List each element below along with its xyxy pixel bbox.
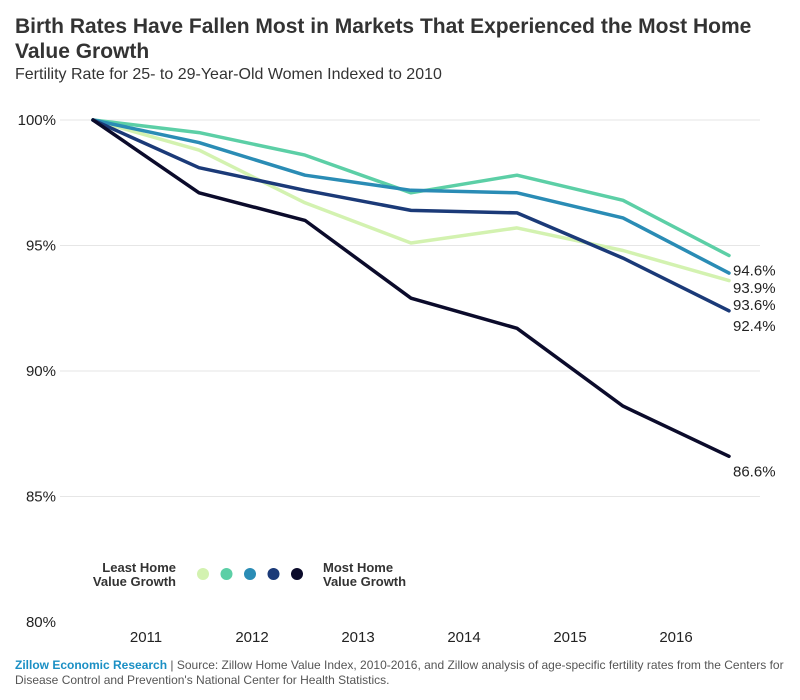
- series-line: [91, 118, 731, 283]
- legend: Least Home Value Growth Most Home Value …: [93, 560, 406, 589]
- end-value-label: 86.6%: [733, 463, 776, 480]
- line-chart: 100%95%90%85%80% 2011 2012 2013 2014 2015 201…: [18, 112, 776, 646]
- legend-left-label-line2: Value Growth: [93, 574, 176, 589]
- legend-dot: [267, 568, 280, 580]
- x-tick-label: 2011: [130, 629, 162, 646]
- y-tick-label: 85%: [26, 489, 56, 506]
- footer: Zillow Economic Research | Source: Zillo…: [15, 658, 790, 688]
- footer-source: Source: Zillow Home Value Index, 2010-20…: [15, 658, 784, 687]
- gridlines: [60, 119, 760, 497]
- x-tick-label: 2014: [447, 629, 480, 646]
- end-value-label: 92.4%: [733, 318, 776, 335]
- legend-dot: [291, 568, 303, 580]
- legend-right-label-line2: Value Growth: [323, 574, 406, 589]
- x-tick-label: 2015: [553, 629, 586, 646]
- x-tick-label: 2013: [341, 629, 374, 646]
- x-tick-label: 2012: [235, 629, 268, 646]
- x-tick-label: 2016: [659, 629, 692, 646]
- end-labels: 94.6%93.9%93.6% 92.4% 86.6%: [733, 263, 776, 481]
- legend-dot: [220, 568, 233, 580]
- series-line: [91, 118, 731, 459]
- series-lines: [91, 118, 731, 459]
- legend-left-label-line1: Least Home: [102, 560, 176, 575]
- series-line: [91, 118, 731, 275]
- series-line: [91, 118, 731, 258]
- y-tick-label: 80%: [26, 614, 56, 631]
- legend-dot: [197, 568, 209, 580]
- y-tick-label: 90%: [26, 363, 56, 380]
- chart-subtitle: Fertility Rate for 25- to 29-Year-Old Wo…: [15, 66, 442, 83]
- legend-dot: [244, 568, 256, 580]
- end-value-label: 94.6%: [733, 263, 776, 280]
- footer-brand: Zillow Economic Research: [15, 658, 168, 672]
- footer-separator: |: [170, 658, 174, 672]
- y-tick-label: 100%: [18, 112, 56, 129]
- series-line: [91, 118, 731, 313]
- y-axis: 100% 95% 90% 85% 80%: [18, 112, 56, 631]
- end-value-label: 93.6%: [733, 297, 776, 314]
- end-value-label: 93.9%: [733, 280, 776, 297]
- y-tick-label: 95%: [26, 238, 56, 255]
- x-axis: 2011 2012 2013 2014 2015 2016: [130, 629, 693, 646]
- legend-right-label-line1: Most Home: [323, 560, 393, 575]
- chart-title: Birth Rates Have Fallen Most in Markets …: [15, 15, 752, 63]
